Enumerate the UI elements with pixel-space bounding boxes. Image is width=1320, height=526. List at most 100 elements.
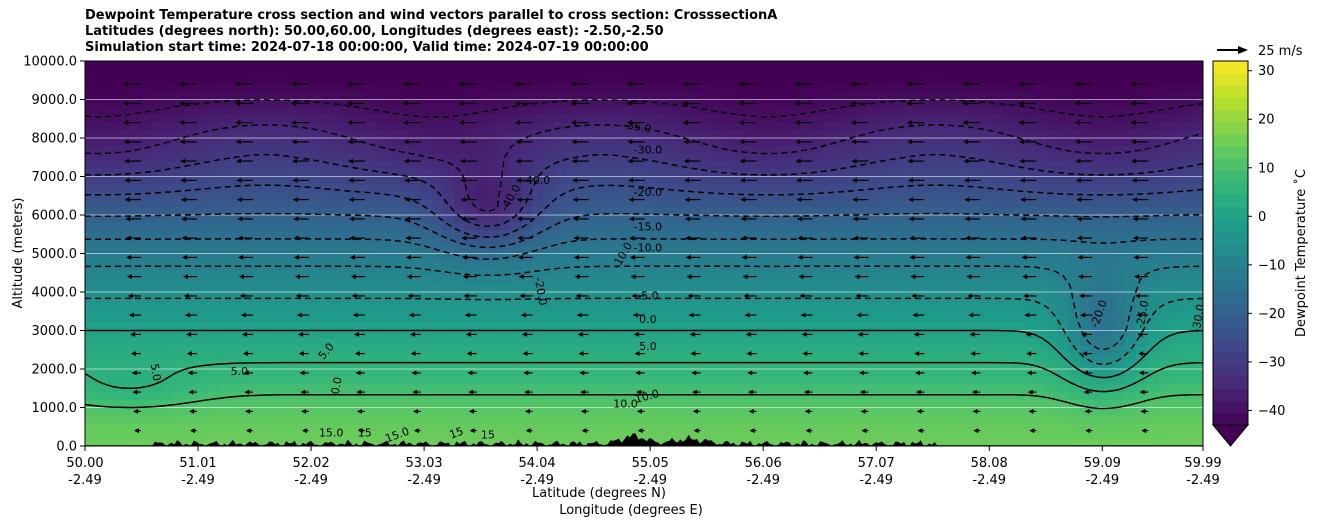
field-cell bbox=[610, 376, 623, 385]
field-cell bbox=[822, 222, 835, 231]
field-cell bbox=[878, 68, 891, 77]
field-cell bbox=[1102, 276, 1115, 285]
field-cell bbox=[588, 245, 600, 255]
field-cell bbox=[644, 315, 656, 324]
field-cell bbox=[498, 191, 511, 201]
field-cell bbox=[990, 161, 1003, 170]
field-cell bbox=[342, 230, 354, 239]
field-cell bbox=[140, 384, 153, 393]
field-cell bbox=[789, 114, 802, 124]
field-cell bbox=[766, 138, 779, 147]
field-cell bbox=[107, 261, 120, 270]
field-cell bbox=[1035, 161, 1048, 170]
field-cell bbox=[319, 68, 332, 77]
field-cell bbox=[107, 415, 120, 424]
field-cell bbox=[811, 76, 824, 85]
field-cell bbox=[375, 399, 388, 409]
field-cell bbox=[185, 168, 198, 178]
field-cell bbox=[744, 191, 757, 201]
field-cell bbox=[342, 376, 354, 385]
field-cell bbox=[688, 353, 701, 362]
field-cell bbox=[163, 107, 176, 116]
field-cell bbox=[778, 338, 790, 347]
field-cell bbox=[554, 268, 567, 278]
field-cell bbox=[431, 161, 444, 170]
field-cell bbox=[241, 322, 254, 332]
field-cell bbox=[610, 284, 623, 293]
field-cell bbox=[766, 68, 779, 77]
field-cell bbox=[543, 299, 556, 308]
field-cell bbox=[621, 338, 634, 347]
field-cell bbox=[207, 353, 220, 362]
field-cell bbox=[252, 399, 265, 409]
field-cell bbox=[677, 207, 690, 216]
field-cell bbox=[1191, 399, 1203, 409]
field-cell bbox=[1012, 238, 1025, 247]
field-cell bbox=[230, 315, 243, 324]
field-cell bbox=[1102, 438, 1115, 446]
field-cell bbox=[979, 384, 992, 393]
field-cell bbox=[85, 176, 97, 185]
field-cell bbox=[733, 399, 746, 409]
field-cell bbox=[252, 153, 265, 162]
field-cell bbox=[688, 284, 701, 293]
field-cell bbox=[1012, 338, 1025, 347]
field-cell bbox=[543, 184, 556, 193]
field-cell bbox=[1046, 422, 1059, 432]
field-cell bbox=[644, 168, 656, 178]
field-cell bbox=[856, 245, 869, 255]
field-cell bbox=[666, 91, 679, 101]
field-cell bbox=[398, 153, 410, 162]
field-cell bbox=[655, 438, 667, 446]
field-cell bbox=[1113, 99, 1126, 108]
field-cell bbox=[196, 84, 209, 93]
field-cell bbox=[554, 253, 567, 262]
field-cell bbox=[867, 315, 880, 324]
field-cell bbox=[856, 84, 869, 93]
field-cell bbox=[599, 361, 612, 370]
field-cell bbox=[532, 68, 544, 77]
field-cell bbox=[766, 299, 779, 308]
field-cell bbox=[901, 145, 913, 154]
field-cell bbox=[766, 315, 779, 324]
field-cell bbox=[129, 114, 142, 124]
field-cell bbox=[878, 114, 891, 124]
field-cell bbox=[1001, 207, 1014, 216]
field-cell bbox=[174, 191, 187, 201]
field-cell bbox=[934, 245, 947, 255]
field-cell bbox=[129, 68, 142, 77]
field-cell bbox=[1147, 376, 1159, 385]
field-cell bbox=[1035, 122, 1048, 131]
field-cell bbox=[263, 107, 276, 116]
field-cell bbox=[1068, 130, 1081, 139]
field-cell bbox=[621, 322, 634, 332]
field-cell bbox=[856, 230, 869, 239]
field-cell bbox=[185, 114, 198, 124]
field-cell bbox=[1169, 114, 1182, 124]
field-cell bbox=[901, 315, 913, 324]
field-cell bbox=[1080, 422, 1092, 432]
field-cell bbox=[185, 91, 198, 101]
field-cell bbox=[219, 184, 231, 193]
field-cell bbox=[699, 307, 712, 316]
field-cell bbox=[1024, 184, 1036, 193]
field-cell bbox=[1035, 199, 1048, 208]
field-cell bbox=[543, 253, 556, 262]
field-cell bbox=[230, 345, 243, 355]
field-cell bbox=[420, 76, 433, 85]
field-cell bbox=[442, 68, 455, 77]
field-cell bbox=[755, 153, 768, 162]
field-cell bbox=[644, 284, 656, 293]
field-cell bbox=[945, 369, 958, 378]
field-cell bbox=[688, 91, 701, 101]
field-cell bbox=[196, 253, 209, 262]
field-cell bbox=[509, 392, 522, 401]
field-cell bbox=[465, 199, 477, 208]
field-cell bbox=[107, 253, 120, 262]
field-cell bbox=[230, 222, 243, 231]
field-cell bbox=[1147, 161, 1159, 170]
field-cell bbox=[230, 215, 243, 224]
field-cell bbox=[957, 299, 969, 308]
field-cell bbox=[1102, 392, 1115, 401]
field-cell bbox=[286, 84, 299, 93]
